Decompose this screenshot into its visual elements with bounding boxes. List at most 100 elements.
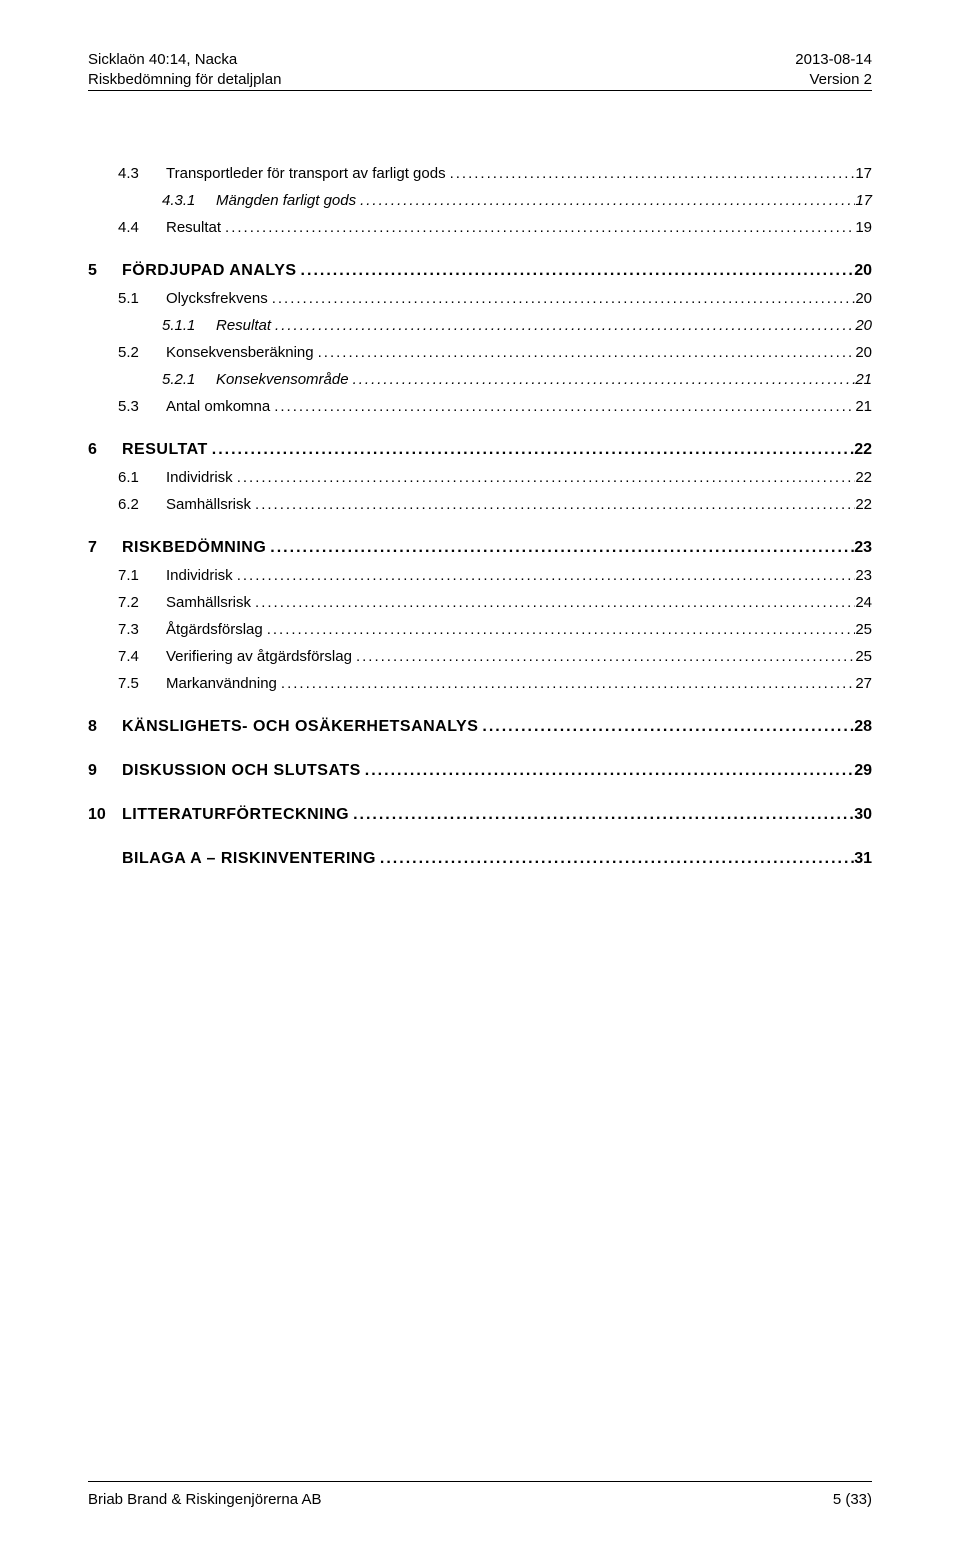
- toc-entry-title: Markanvändning: [162, 675, 277, 692]
- toc-entry-number: 7.3: [118, 621, 162, 638]
- toc-leader-dots: ........................................…: [376, 850, 854, 868]
- toc-entry-number: 5.3: [118, 398, 162, 415]
- page-header: Sicklaön 40:14, Nacka Riskbedömning för …: [88, 50, 872, 89]
- toc-entry-page: 20: [855, 344, 872, 361]
- toc-entry-page: 23: [855, 567, 872, 584]
- toc-entry: 10 LITTERATURFÖRTECKNING................…: [88, 806, 872, 824]
- toc-entry: 6.1Individrisk..........................…: [88, 469, 872, 486]
- toc-entry-title: Resultat: [162, 219, 221, 236]
- toc-entry-number: 5.2: [118, 344, 162, 361]
- footer-rule: [88, 1481, 872, 1482]
- toc-entry: 6.2Samhällsrisk.........................…: [88, 496, 872, 513]
- toc-entry: 7RISKBEDÖMNING..........................…: [88, 539, 872, 557]
- toc-entry-title: Mängden farligt gods: [212, 192, 356, 209]
- toc-entry-number: 7: [88, 539, 118, 557]
- toc-leader-dots: ........................................…: [349, 806, 854, 824]
- toc-entry-title: Konsekvensberäkning: [162, 344, 314, 361]
- toc-entry: 4.3Transportleder för transport av farli…: [88, 165, 872, 182]
- toc-entry-page: 17: [855, 192, 872, 209]
- toc-entry: 5FÖRDJUPAD ANALYS.......................…: [88, 262, 872, 280]
- toc-entry-title: LITTERATURFÖRTECKNING: [118, 806, 349, 824]
- toc-entry: 5.2Konsekvensberäkning..................…: [88, 344, 872, 361]
- toc-leader-dots: ........................................…: [361, 762, 854, 780]
- toc-entry-title: Individrisk: [162, 469, 233, 486]
- toc-entry: 7.1Individrisk..........................…: [88, 567, 872, 584]
- toc-entry: 7.4Verifiering av åtgärdsförslag........…: [88, 648, 872, 665]
- toc-leader-dots: ........................................…: [271, 317, 855, 334]
- toc-entry: 6RESULTAT...............................…: [88, 441, 872, 459]
- toc-leader-dots: ........................................…: [233, 567, 856, 584]
- toc-entry-page: 28: [854, 718, 872, 736]
- toc-entry-title: Samhällsrisk: [162, 594, 251, 611]
- toc-leader-dots: ........................................…: [266, 539, 854, 557]
- toc-entry-page: 31: [854, 850, 872, 868]
- toc-leader-dots: ........................................…: [270, 398, 855, 415]
- toc-entry-number: 7.2: [118, 594, 162, 611]
- toc-entry-title: Resultat: [212, 317, 271, 334]
- toc-entry-page: 17: [855, 165, 872, 182]
- toc-entry-page: 20: [855, 290, 872, 307]
- toc-entry: 7.3Åtgärdsförslag.......................…: [88, 621, 872, 638]
- toc-entry-number: 6.1: [118, 469, 162, 486]
- toc-leader-dots: ........................................…: [251, 496, 855, 513]
- toc-entry: 5.1Olycksfrekvens.......................…: [88, 290, 872, 307]
- toc-entry-title: Olycksfrekvens: [162, 290, 268, 307]
- toc-entry-number: 7.5: [118, 675, 162, 692]
- toc-entry: 5.2.1Konsekvensområde...................…: [88, 371, 872, 388]
- toc-leader-dots: ........................................…: [263, 621, 856, 638]
- toc-leader-dots: ........................................…: [356, 192, 855, 209]
- toc-entry-number: 4.4: [118, 219, 162, 236]
- toc-entry: 5.3Antal omkomna........................…: [88, 398, 872, 415]
- toc-entry-title: DISKUSSION OCH SLUTSATS: [118, 762, 361, 780]
- toc-leader-dots: ........................................…: [208, 441, 854, 459]
- toc-entry-title: Konsekvensområde: [212, 371, 349, 388]
- toc-entry: 4.3.1Mängden farligt gods...............…: [88, 192, 872, 209]
- toc-entry-number: 8: [88, 718, 118, 736]
- toc-entry-number: 6: [88, 441, 118, 459]
- toc-entry-page: 20: [855, 317, 872, 334]
- toc-entry-number: 5.1: [118, 290, 162, 307]
- toc-entry-page: 19: [855, 219, 872, 236]
- header-date: 2013-08-14: [795, 50, 872, 70]
- toc-entry-title: Individrisk: [162, 567, 233, 584]
- toc-leader-dots: ........................................…: [352, 648, 855, 665]
- header-right: 2013-08-14 Version 2: [795, 50, 872, 89]
- toc-entry: 8KÄNSLIGHETS- OCH OSÄKERHETSANALYS......…: [88, 718, 872, 736]
- toc-leader-dots: ........................................…: [446, 165, 856, 182]
- toc-entry-number: 5: [88, 262, 118, 280]
- toc-entry-page: 27: [855, 675, 872, 692]
- toc-entry-page: 21: [855, 398, 872, 415]
- toc-entry-title: Samhällsrisk: [162, 496, 251, 513]
- toc-entry: 9DISKUSSION OCH SLUTSATS................…: [88, 762, 872, 780]
- footer-company: Briab Brand & Riskingenjörerna AB: [88, 1491, 321, 1508]
- toc-entry-title: RESULTAT: [118, 441, 208, 459]
- toc-entry: 7.5Markanvändning.......................…: [88, 675, 872, 692]
- toc-entry-page: 30: [854, 806, 872, 824]
- toc-leader-dots: ........................................…: [233, 469, 856, 486]
- toc-entry-page: 24: [855, 594, 872, 611]
- toc-leader-dots: ........................................…: [349, 371, 856, 388]
- footer-page-number: 5 (33): [833, 1491, 872, 1508]
- header-subtitle: Riskbedömning för detaljplan: [88, 70, 281, 90]
- toc-entry-number: 9: [88, 762, 118, 780]
- toc-entry: 7.2Samhällsrisk.........................…: [88, 594, 872, 611]
- toc-entry-number: 10: [88, 806, 118, 824]
- toc-entry-number: 5.2.1: [162, 371, 212, 388]
- toc-leader-dots: ........................................…: [268, 290, 856, 307]
- toc-entry-page: 23: [854, 539, 872, 557]
- toc-entry-title: Verifiering av åtgärdsförslag: [162, 648, 352, 665]
- toc-entry-number: 7.1: [118, 567, 162, 584]
- toc-entry-number: 7.4: [118, 648, 162, 665]
- toc-entry: BILAGA A – RISKINVENTERING..............…: [88, 850, 872, 868]
- toc-entry-page: 22: [855, 496, 872, 513]
- toc-entry-page: 22: [854, 441, 872, 459]
- toc-entry-page: 25: [855, 648, 872, 665]
- toc-entry-number: 4.3.1: [162, 192, 212, 209]
- toc-leader-dots: ........................................…: [221, 219, 855, 236]
- toc-leader-dots: ........................................…: [478, 718, 854, 736]
- toc-leader-dots: ........................................…: [297, 262, 855, 280]
- toc-leader-dots: ........................................…: [251, 594, 855, 611]
- toc-leader-dots: ........................................…: [314, 344, 856, 361]
- toc-entry: 4.4Resultat.............................…: [88, 219, 872, 236]
- toc-entry-page: 22: [855, 469, 872, 486]
